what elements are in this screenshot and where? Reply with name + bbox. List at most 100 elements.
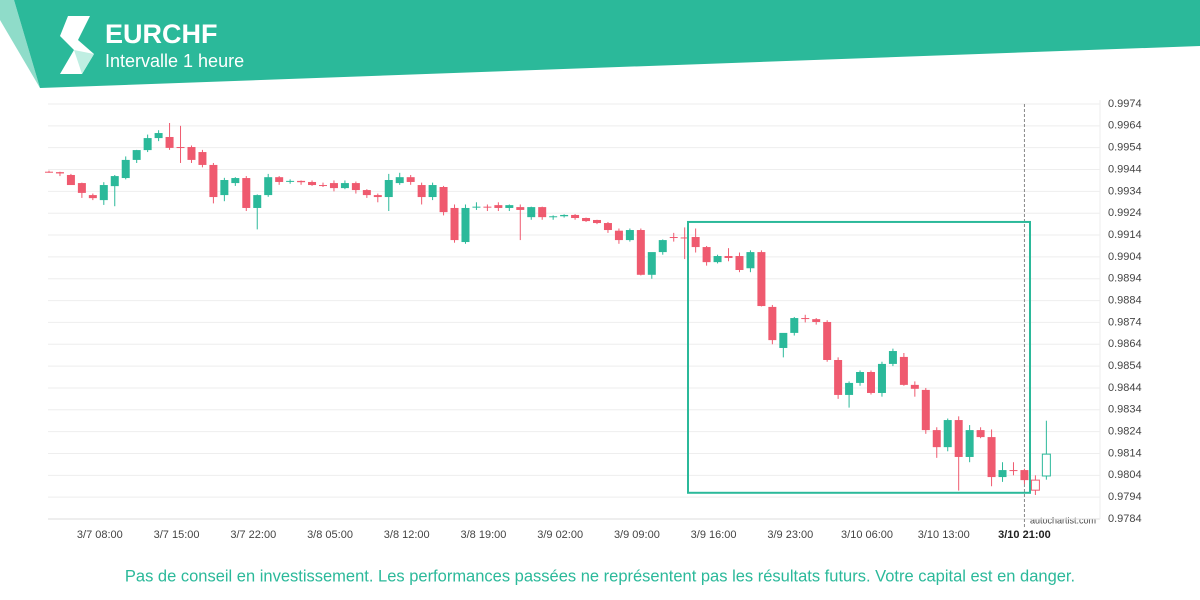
x-tick-label: 3/7 22:00 [230, 529, 276, 541]
candle-body [669, 237, 678, 239]
candle-body [516, 207, 525, 210]
y-tick-label: 0.9844 [1108, 382, 1142, 394]
candle-body [450, 207, 459, 241]
candle-body [680, 237, 689, 239]
candle-body [910, 384, 919, 389]
candle-body [329, 183, 338, 189]
y-tick-label: 0.9894 [1108, 273, 1142, 285]
candle-body [647, 252, 656, 275]
candle-body [603, 223, 612, 231]
candle-body [209, 164, 218, 198]
candle-body [527, 207, 536, 218]
candle-body [790, 318, 799, 333]
candle-body [77, 183, 86, 193]
candle-body [275, 177, 284, 182]
y-tick-label: 0.9804 [1108, 469, 1142, 481]
candle-body [735, 256, 744, 270]
y-tick-label: 0.9964 [1108, 120, 1142, 132]
y-tick-label: 0.9904 [1108, 251, 1142, 263]
candle-body [55, 172, 64, 174]
x-tick-label: 3/7 15:00 [154, 529, 200, 541]
candle-body [921, 389, 930, 431]
candle-body [242, 178, 251, 208]
y-tick-label: 0.9924 [1108, 207, 1142, 219]
candle-body [362, 190, 371, 196]
interval-subtitle: Intervalle 1 heure [105, 51, 244, 71]
candle-body [110, 176, 119, 187]
candle-body [571, 214, 580, 219]
x-tick-label: 3/10 06:00 [841, 529, 893, 541]
candle-body [132, 150, 141, 160]
candle-body [812, 319, 821, 322]
candle-body [538, 207, 547, 218]
candle-body [286, 180, 295, 182]
y-tick-label: 0.9854 [1108, 360, 1142, 372]
candle-body [779, 332, 788, 348]
candle-body [834, 359, 843, 395]
candle-body [801, 318, 810, 320]
candle-body [1030, 479, 1040, 491]
x-tick-label: 3/8 19:00 [461, 529, 507, 541]
y-tick-label: 0.9794 [1108, 491, 1142, 503]
candle-body [582, 218, 591, 222]
candle-body [154, 133, 163, 139]
watermark: autochartist.com [1030, 515, 1096, 525]
candle-body [987, 437, 996, 478]
candle-body [340, 183, 349, 189]
candle-body [768, 306, 777, 341]
candle-body [220, 180, 229, 196]
candle-body [417, 185, 426, 198]
candle-body [943, 420, 952, 448]
x-tick-label: 3/8 12:00 [384, 529, 430, 541]
x-tick-label: 3/8 05:00 [307, 529, 353, 541]
symbol-title: EURCHF [105, 19, 218, 49]
y-tick-label: 0.9914 [1108, 229, 1142, 241]
y-tick-label: 0.9934 [1108, 185, 1142, 197]
candle-body [998, 470, 1007, 478]
candle-body [395, 177, 404, 184]
candle-body [888, 351, 897, 364]
x-tick-label: 3/10 21:00 [998, 529, 1051, 541]
candle-body [99, 185, 108, 201]
candle-body [746, 252, 755, 269]
candle-body [66, 174, 75, 186]
candle-body [297, 180, 306, 183]
y-tick-label: 0.9974 [1108, 98, 1142, 110]
candle-body [932, 430, 941, 448]
candle-body [856, 372, 865, 383]
y-tick-label: 0.9884 [1108, 294, 1142, 306]
candle-body [702, 247, 711, 263]
y-tick-label: 0.9824 [1108, 426, 1142, 438]
candle-body [636, 230, 645, 275]
candle-body [187, 147, 196, 160]
candle-body [965, 430, 974, 457]
candle-body [472, 206, 481, 208]
candle-body [877, 363, 886, 393]
x-tick-label: 3/9 09:00 [614, 529, 660, 541]
candle-body [121, 159, 130, 179]
candle-body [845, 382, 854, 395]
candle-body [899, 356, 908, 385]
candle-body [483, 206, 492, 208]
candle-body [88, 195, 97, 199]
y-tick-label: 0.9834 [1108, 404, 1142, 416]
candle-body [143, 138, 152, 151]
candle-body [625, 230, 634, 241]
candle-body [351, 183, 360, 191]
candle-body [713, 256, 722, 263]
candle-body [384, 180, 393, 198]
candle-body [505, 205, 514, 208]
x-tick-label: 3/10 13:00 [918, 529, 970, 541]
candle-body [757, 252, 766, 307]
candle-body [614, 230, 623, 241]
candle-body [823, 321, 832, 360]
candle-body [494, 205, 503, 208]
candle-body [691, 237, 700, 248]
candle-body [428, 185, 437, 198]
y-tick-label: 0.9814 [1108, 447, 1142, 459]
x-tick-label: 3/9 23:00 [767, 529, 813, 541]
header-accent [0, 0, 40, 88]
x-tick-label: 3/7 08:00 [77, 529, 123, 541]
x-tick-label: 3/9 02:00 [537, 529, 583, 541]
